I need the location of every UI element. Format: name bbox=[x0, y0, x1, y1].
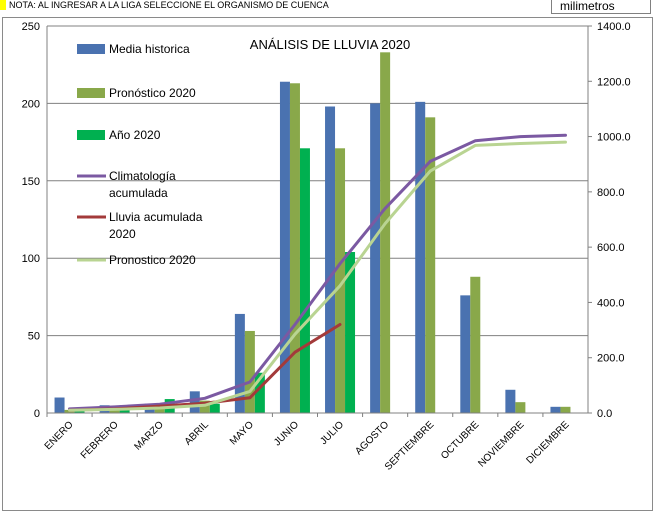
grid-layer bbox=[47, 25, 588, 337]
legend-label: Año 2020 bbox=[109, 128, 161, 142]
bar bbox=[234, 313, 245, 413]
y2-tick-label: 200.0 bbox=[597, 353, 625, 365]
bar bbox=[505, 389, 516, 413]
note-text: NOTA: AL INGRESAR A LA LIGA SELECCIONE E… bbox=[9, 0, 329, 10]
bar bbox=[550, 406, 561, 413]
legend-swatch bbox=[77, 130, 105, 140]
bar bbox=[254, 372, 265, 413]
y2-tick-label: 1200.0 bbox=[597, 76, 631, 88]
y2-tick-label: 1000.0 bbox=[597, 132, 631, 144]
y-tick-label: 100 bbox=[22, 253, 40, 265]
bar bbox=[370, 103, 381, 414]
y2-tick-label: 1400.0 bbox=[597, 21, 631, 33]
bar bbox=[415, 101, 426, 414]
x-tick-label: MAYO bbox=[228, 419, 256, 447]
bar bbox=[515, 402, 526, 413]
note-banner: NOTA: AL INGRESAR A LA LIGA SELECCIONE E… bbox=[0, 0, 329, 10]
y-tick-label: 200 bbox=[22, 98, 40, 110]
bar bbox=[345, 252, 356, 413]
y-tick-label: 0 bbox=[34, 408, 40, 420]
legend-label: Lluvia acumulada 2020 bbox=[109, 210, 203, 241]
unit-label: milimetros bbox=[560, 0, 615, 13]
legend-label: Media historica bbox=[109, 42, 190, 56]
bar bbox=[279, 81, 290, 413]
x-tick-label: AGOSTO bbox=[353, 419, 391, 457]
chart-title: ANÁLISIS DE LLUVIA 2020 bbox=[250, 37, 410, 52]
y-tick-label: 50 bbox=[28, 331, 40, 343]
bar bbox=[199, 400, 210, 413]
bar bbox=[460, 295, 471, 413]
y2-tick-label: 0.0 bbox=[597, 408, 612, 420]
bar bbox=[289, 83, 300, 413]
legend-label: Pronostico 2020 bbox=[109, 253, 196, 267]
x-tick-label: OCTUBRE bbox=[439, 419, 482, 462]
bar bbox=[54, 397, 65, 413]
x-tick-label: DICIEMBRE bbox=[525, 419, 572, 466]
x-tick-label: MARZO bbox=[133, 419, 166, 452]
bar bbox=[425, 117, 436, 413]
y2-tick-label: 600.0 bbox=[597, 242, 625, 254]
y2-tick-label: 800.0 bbox=[597, 187, 625, 199]
unit-label-box: milimetros bbox=[551, 0, 651, 14]
y-tick-label: 150 bbox=[22, 176, 40, 188]
note-marker bbox=[0, 0, 6, 10]
y-tick-label: 250 bbox=[22, 21, 40, 33]
x-tick-label: FEBRERO bbox=[79, 419, 121, 461]
x-tick-label: JULIO bbox=[318, 419, 346, 447]
chart-frame bbox=[2, 17, 653, 511]
legend-swatch bbox=[77, 44, 105, 54]
bar bbox=[189, 391, 200, 413]
bar bbox=[209, 403, 220, 413]
legend-label: Pronóstico 2020 bbox=[109, 86, 196, 100]
bar bbox=[244, 330, 255, 413]
bar bbox=[74, 411, 85, 413]
bar bbox=[380, 52, 391, 413]
bar bbox=[325, 106, 336, 413]
x-tick-label: NOVIEMBRE bbox=[476, 419, 526, 469]
bar bbox=[560, 406, 571, 413]
series-line bbox=[68, 133, 567, 411]
bar bbox=[470, 276, 481, 413]
series-line bbox=[68, 140, 567, 412]
x-tick-label: ENERO bbox=[43, 419, 76, 452]
legend-swatch bbox=[77, 88, 105, 98]
x-tick-label: JUNIO bbox=[272, 419, 301, 448]
legend-label: Climatología acumulada bbox=[109, 169, 176, 200]
lines-layer bbox=[68, 133, 567, 412]
bars-layer bbox=[54, 52, 571, 414]
y2-tick-label: 400.0 bbox=[597, 297, 625, 309]
bar bbox=[335, 148, 346, 414]
bar bbox=[299, 148, 310, 414]
x-tick-label: ABRIL bbox=[183, 419, 212, 448]
legend: Media historica Pronóstico 2020 Año 2020 Cl… bbox=[77, 42, 203, 267]
